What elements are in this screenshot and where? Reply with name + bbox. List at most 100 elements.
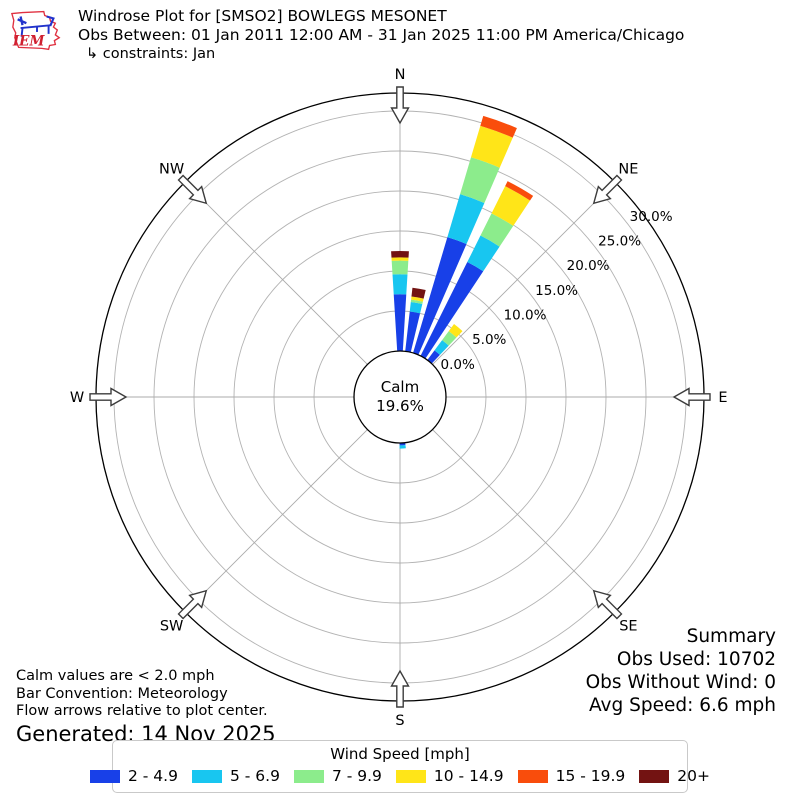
legend-label: 15 - 19.9 bbox=[555, 767, 626, 785]
windrose-bar-segment bbox=[411, 296, 424, 302]
windrose-bar-segment bbox=[467, 235, 500, 272]
legend-swatch bbox=[517, 769, 548, 783]
windrose-bar-segment bbox=[392, 274, 408, 295]
compass-label-sw: SW bbox=[160, 618, 184, 634]
compass-label-ne: NE bbox=[618, 162, 638, 178]
grid-spoke bbox=[184, 429, 368, 613]
legend-swatch bbox=[639, 769, 670, 783]
legend-swatch bbox=[395, 769, 426, 783]
legend-label: 2 - 4.9 bbox=[128, 767, 178, 785]
windrose-bar-segment bbox=[434, 340, 449, 355]
windrose-bar-segment bbox=[405, 311, 421, 353]
windrose-bar-segment bbox=[399, 445, 406, 449]
calm-circle bbox=[353, 350, 447, 444]
flow-arrow-icon bbox=[592, 589, 623, 620]
legend-label: 7 - 9.9 bbox=[331, 767, 382, 785]
compass-label-n: N bbox=[395, 67, 406, 83]
windrose-bar-segment bbox=[480, 115, 517, 138]
summary-heading: Summary bbox=[686, 626, 776, 647]
legend-swatch bbox=[191, 769, 222, 783]
footnote-flow-arrows: Flow arrows relative to plot center. bbox=[16, 703, 268, 719]
legend-item: 20+ bbox=[639, 767, 710, 785]
legend-label: 5 - 6.9 bbox=[229, 767, 280, 785]
windrose-bar-segment bbox=[391, 257, 409, 261]
grid-spoke bbox=[432, 181, 616, 365]
flow-arrow-shape bbox=[592, 174, 623, 205]
windrose-bar-segment bbox=[448, 324, 463, 338]
ring-tick-label: 25.0% bbox=[598, 234, 641, 250]
flow-arrow-icon bbox=[672, 387, 711, 407]
windrose-bar-segment bbox=[391, 260, 409, 275]
windrose-bar-segment bbox=[460, 157, 500, 203]
windrose-bar-segment bbox=[411, 287, 426, 299]
legend-item: 15 - 19.9 bbox=[517, 767, 626, 785]
windrose-bar-segment bbox=[427, 350, 440, 364]
windrose-bar-segment bbox=[413, 237, 467, 355]
legend-swatch bbox=[293, 769, 324, 783]
page-title: Windrose Plot for [SMSO2] BOWLEGS MESONE… bbox=[78, 7, 447, 25]
summary-block: Summary Obs Used: 10702 Obs Without Wind… bbox=[586, 625, 776, 717]
constraints-note: ↳ constraints: Jan bbox=[86, 46, 216, 62]
header: Windrose Plot for [SMSO2] BOWLEGS MESONE… bbox=[78, 7, 684, 64]
iem-logo-text: IEM bbox=[12, 33, 46, 49]
obs-between-subtitle: Obs Between: 01 Jan 2011 12:00 AM - 31 J… bbox=[78, 26, 685, 44]
windrose-bar-segment bbox=[409, 302, 423, 314]
legend-label: 10 - 14.9 bbox=[433, 767, 504, 785]
windrose-bar-segment bbox=[505, 181, 534, 201]
footnote-calm: Calm values are < 2.0 mph bbox=[16, 668, 215, 684]
windrose-bar-segment bbox=[491, 186, 531, 226]
windrose-bar-segment bbox=[447, 194, 485, 245]
flow-arrow-shape bbox=[672, 387, 711, 407]
compass-label-nw: NW bbox=[159, 162, 184, 178]
compass-label-se: SE bbox=[619, 618, 637, 634]
windrose-bar-segment bbox=[410, 299, 423, 305]
compass-label-s: S bbox=[395, 713, 404, 729]
ring-tick-label: 20.0% bbox=[567, 258, 610, 274]
ring-tick-label: 30.0% bbox=[630, 209, 673, 225]
windrose-bar-segment bbox=[393, 294, 407, 352]
ring-tick-label: 15.0% bbox=[535, 283, 578, 299]
flow-arrow-icon bbox=[390, 86, 410, 125]
flow-arrow-icon bbox=[390, 669, 410, 708]
grid-spoke bbox=[432, 429, 616, 613]
flow-arrow-shape bbox=[177, 589, 208, 620]
footnote-bar-convention: Bar Convention: Meteorology bbox=[16, 685, 228, 702]
ring-tick-label: 10.0% bbox=[504, 308, 547, 324]
weather-station-icon bbox=[17, 15, 55, 37]
legend-item: 7 - 9.9 bbox=[293, 767, 382, 785]
windrose-bar-segment bbox=[471, 125, 513, 168]
windrose-bar-segment bbox=[391, 251, 409, 258]
flow-arrow-icon bbox=[177, 174, 208, 205]
legend-title: Wind Speed [mph] bbox=[330, 745, 470, 763]
flow-arrow-shape bbox=[89, 387, 128, 407]
flow-arrow-shape bbox=[592, 589, 623, 620]
compass-label-w: W bbox=[70, 390, 84, 406]
flow-arrow-icon bbox=[89, 387, 128, 407]
ring-tick-label: 0.0% bbox=[441, 357, 475, 373]
ring-tick-label: 5.0% bbox=[472, 332, 506, 348]
flow-arrow-shape bbox=[390, 86, 410, 125]
footnotes-block: Calm values are < 2.0 mph Bar Convention… bbox=[16, 668, 276, 746]
legend-label: 20+ bbox=[677, 767, 710, 785]
flow-arrow-icon bbox=[177, 589, 208, 620]
calm-value: 19.6% bbox=[376, 397, 424, 415]
compass-label-e: E bbox=[718, 390, 727, 406]
flow-arrow-shape bbox=[177, 174, 208, 205]
wind-speed-legend: Wind Speed [mph] 2 - 4.9 5 - 6.9 7 - 9.9 10… bbox=[90, 740, 710, 793]
calm-label: Calm bbox=[381, 378, 419, 396]
legend-item: 10 - 14.9 bbox=[395, 767, 504, 785]
iem-logo: IEM bbox=[10, 10, 61, 51]
summary-obs-used: Obs Used: 10702 bbox=[616, 649, 776, 670]
windrose-bar-segment bbox=[480, 213, 514, 247]
flow-arrow-shape bbox=[390, 669, 410, 708]
windrose-bar-segment bbox=[442, 331, 457, 346]
summary-avg-speed: Avg Speed: 6.6 mph bbox=[588, 695, 776, 716]
legend-swatch bbox=[90, 769, 120, 783]
legend-items: 2 - 4.9 5 - 6.9 7 - 9.9 10 - 14.9 15 - 19.9 2… bbox=[90, 767, 710, 785]
windrose-bar-segment bbox=[420, 262, 484, 359]
flow-arrow-icon bbox=[592, 174, 623, 205]
summary-obs-without-wind: Obs Without Wind: 0 bbox=[585, 672, 776, 693]
grid-spoke bbox=[184, 181, 368, 365]
